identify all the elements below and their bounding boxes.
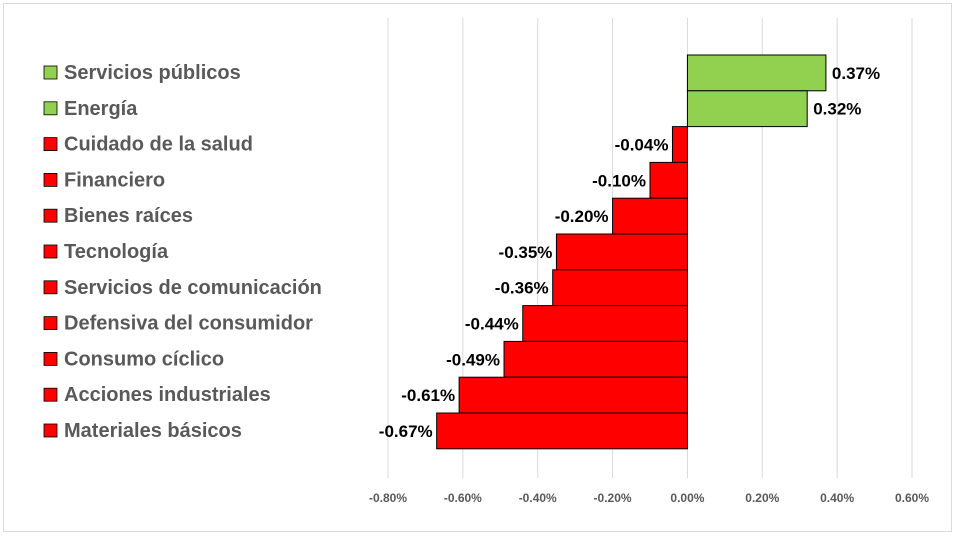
legend-swatch [43,172,58,187]
data-label: -0.35% [499,243,553,262]
legend-swatch [43,351,58,366]
tick-label: -0.20% [594,491,632,505]
bar [503,340,688,378]
data-label: 0.37% [832,64,880,83]
tick-label: -0.60% [444,491,482,505]
legend-swatch [43,423,58,438]
tick-label: 0.60% [895,491,929,505]
tick-label: 0.40% [820,491,854,505]
legend-swatch [43,387,58,402]
legend-swatch [43,137,58,152]
legend-swatch [43,208,58,223]
legend: Servicios públicos Energía Cuidado de la s… [43,62,322,442]
data-labels: 0.37% 0.32% -0.04% -0.10% -0.20%-0.35% -0.36%… [379,64,880,441]
tick-label: -0.40% [519,491,557,505]
bar [555,233,688,271]
x-axis-ticks: -0.80% -0.60% -0.40% -0.20% 0.00% 0.20% 0.40% 0… [369,491,929,505]
legend-swatch [43,101,58,116]
data-label: -0.61% [401,386,455,405]
data-label: -0.36% [495,279,549,298]
legend-label: Acciones industriales [64,384,271,406]
data-label: -0.20% [555,207,609,226]
tick-label: 0.20% [745,491,779,505]
legend-swatch [43,280,58,295]
legend-label: Bienes raíces [64,205,193,227]
bar [436,412,688,450]
data-label: -0.44% [465,315,519,334]
bar [458,376,688,414]
bar [649,161,688,199]
legend-label: Materiales básicos [64,420,242,442]
legend-label: Financiero [64,169,165,191]
legend-label: Defensiva del consumidor [64,313,313,335]
bars [436,54,827,450]
data-label: 0.32% [813,100,861,119]
bar [686,54,827,92]
legend-label: Tecnología [64,241,169,263]
tick-label: 0.00% [670,491,704,505]
legend-label: Cuidado de la salud [64,134,253,156]
legend-label: Servicios de comunicación [64,277,322,299]
bar [552,269,688,307]
bar [612,197,688,235]
bar [522,305,688,342]
legend-swatch [43,65,58,80]
data-label: -0.10% [592,171,646,190]
bar [686,90,808,128]
legend-swatch [43,316,58,331]
bar [671,126,688,163]
data-label: -0.49% [446,350,500,369]
data-label: -0.04% [615,136,669,155]
legend-label: Consumo cíclico [64,348,224,370]
legend-swatch [43,244,58,259]
data-label: -0.67% [379,422,433,441]
legend-label: Energía [64,98,138,120]
tick-label: -0.80% [369,491,407,505]
legend-label: Servicios públicos [64,62,241,84]
